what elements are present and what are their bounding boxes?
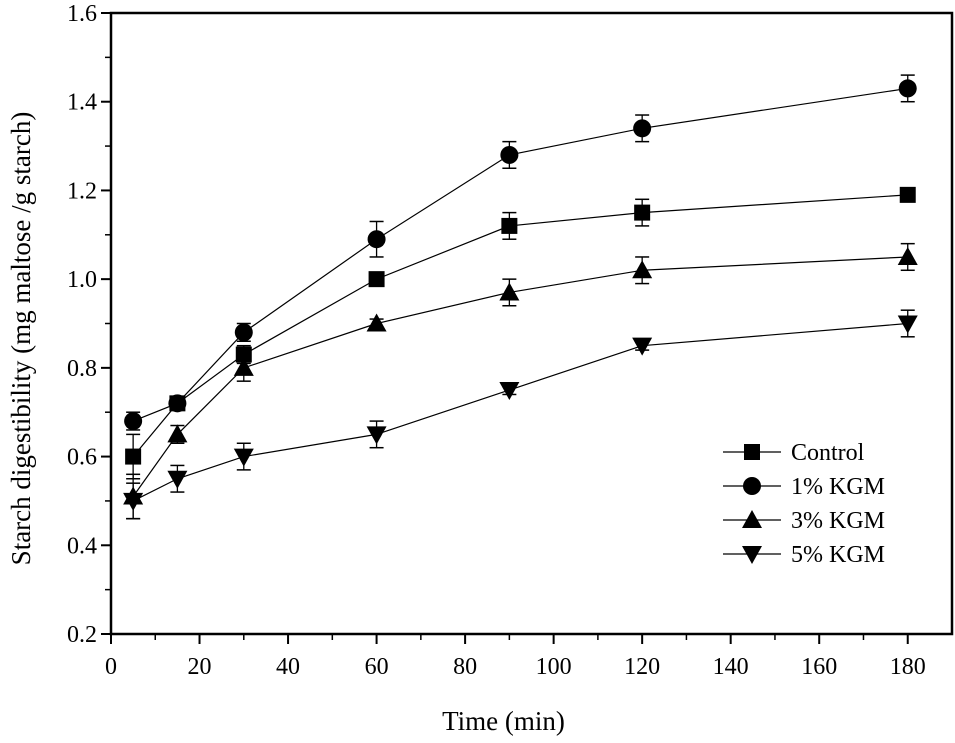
triangle-down-marker: [366, 426, 387, 445]
triangle-down-marker: [742, 546, 762, 564]
square-marker: [125, 448, 142, 465]
square-marker: [899, 186, 916, 203]
legend-label: 1% KGM: [791, 474, 885, 500]
circle-marker: [633, 119, 652, 138]
y-tick-label: 0.6: [67, 445, 97, 471]
y-tick-label: 0.8: [67, 356, 97, 382]
x-tick-label: 80: [453, 654, 477, 680]
y-tick-label: 1.6: [67, 1, 97, 27]
triangle-up-marker: [632, 260, 653, 279]
triangle-up-marker: [233, 357, 254, 376]
y-tick-label: 1.2: [67, 178, 97, 204]
square-marker: [501, 217, 518, 234]
triangle-down-marker: [233, 448, 254, 467]
circle-marker: [500, 145, 519, 164]
y-tick-label: 0.2: [67, 622, 97, 648]
triangle-up-marker: [366, 313, 387, 332]
y-axis-ticks: 0.2 0.4 0.6 0.8 1.0 1.2 1.4 1.6: [67, 1, 111, 648]
triangle-down-marker: [897, 315, 918, 334]
legend-item: 1% KGM: [723, 474, 885, 500]
circle-marker: [124, 412, 143, 431]
x-tick-label: 100: [536, 654, 572, 680]
legend-label: 3% KGM: [791, 508, 885, 534]
x-tick-label: 20: [188, 654, 212, 680]
triangle-down-marker: [632, 337, 653, 356]
x-tick-label: 60: [365, 654, 389, 680]
x-tick-label: 0: [105, 654, 117, 680]
square-marker: [744, 444, 760, 460]
x-tick-label: 180: [890, 654, 926, 680]
y-axis-title: Starch digestibility (mg maltose /g star…: [6, 112, 36, 566]
series-1-kgm: [124, 74, 917, 431]
circle-marker: [367, 230, 386, 249]
x-tick-label: 40: [276, 654, 300, 680]
x-axis-title: Time (min): [442, 706, 565, 736]
circle-marker: [234, 323, 253, 342]
triangle-up-marker: [742, 510, 762, 528]
legend-label: 5% KGM: [791, 542, 885, 568]
square-marker: [634, 204, 651, 221]
series-layer: [123, 74, 918, 520]
square-marker: [368, 271, 385, 288]
legend: Control 1% KGM 3% KGM 5% KGM: [723, 440, 885, 568]
y-tick-label: 1.4: [67, 90, 97, 116]
y-tick-label: 1.0: [67, 267, 97, 293]
triangle-up-marker: [167, 424, 188, 443]
legend-item: 5% KGM: [723, 542, 885, 568]
x-tick-label: 160: [801, 654, 837, 680]
circle-marker: [743, 477, 761, 495]
legend-item: Control: [723, 440, 865, 466]
x-tick-label: 120: [624, 654, 660, 680]
series-3-kgm: [123, 242, 918, 520]
triangle-down-marker: [167, 470, 188, 489]
triangle-up-marker: [897, 246, 918, 265]
circle-marker: [898, 79, 917, 98]
x-tick-label: 140: [713, 654, 749, 680]
y-tick-label: 0.4: [67, 533, 97, 559]
legend-item: 3% KGM: [723, 508, 885, 534]
triangle-down-marker: [123, 492, 144, 511]
legend-label: Control: [791, 440, 865, 466]
series-5-kgm: [123, 309, 918, 520]
triangle-down-marker: [499, 382, 520, 401]
circle-marker: [168, 394, 187, 413]
triangle-up-marker: [499, 282, 520, 301]
x-axis-ticks: 0 20 40 60 80 100 120 140 160 180: [105, 634, 926, 680]
